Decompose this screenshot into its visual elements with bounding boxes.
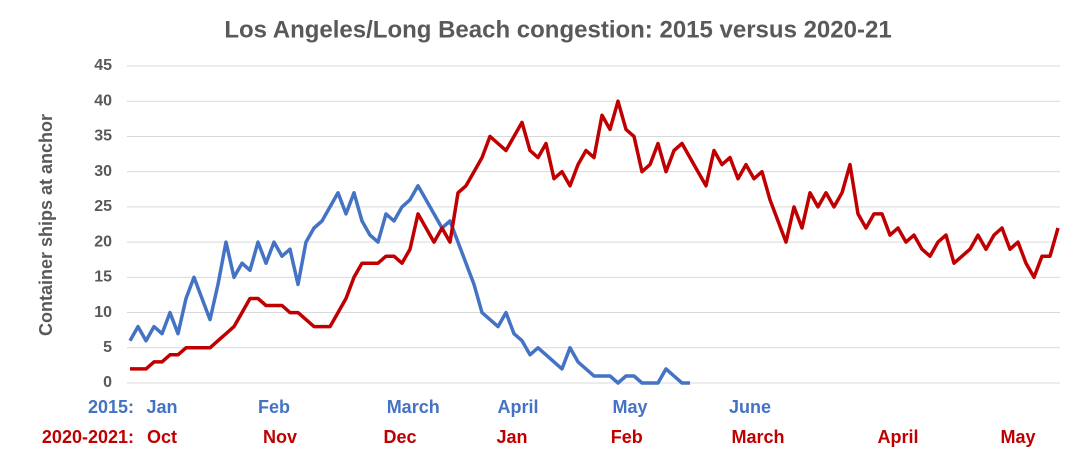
y-tick-label: 40 xyxy=(94,92,112,109)
y-tick-label: 15 xyxy=(94,269,112,286)
x-tick-label: Feb xyxy=(258,397,290,417)
y-tick-label: 5 xyxy=(103,339,112,356)
x-tick-label: March xyxy=(731,427,784,447)
x-tick-label: April xyxy=(877,427,918,447)
y-tick-label: 10 xyxy=(94,304,112,321)
y-tick-label: 35 xyxy=(94,128,112,145)
x-tick-label: Jan xyxy=(146,397,177,417)
x-tick-label: Oct xyxy=(147,427,177,447)
line-series xyxy=(128,184,690,385)
x-row-label: 2015: xyxy=(88,397,134,417)
x-tick-label: May xyxy=(1000,427,1035,447)
chart-title: Los Angeles/Long Beach congestion: 2015 … xyxy=(224,16,891,43)
x-tick-label: March xyxy=(387,397,440,417)
y-tick-label: 0 xyxy=(103,374,112,391)
x-tick-label: Feb xyxy=(611,427,643,447)
x-tick-label: April xyxy=(497,397,538,417)
x-tick-label: Nov xyxy=(263,427,297,447)
y-tick-label: 45 xyxy=(94,57,112,74)
line-series xyxy=(130,99,1060,371)
x-tick-label: Dec xyxy=(383,427,416,447)
y-tick-label: 20 xyxy=(94,233,112,250)
y-tick-label: 30 xyxy=(94,163,112,180)
y-axis-label: Container ships at anchor xyxy=(36,114,56,336)
x-row-label: 2020-2021: xyxy=(42,427,134,447)
x-tick-label: Jan xyxy=(496,427,527,447)
x-tick-label: June xyxy=(729,397,771,417)
y-tick-label: 25 xyxy=(94,198,112,215)
x-tick-label: May xyxy=(612,397,647,417)
